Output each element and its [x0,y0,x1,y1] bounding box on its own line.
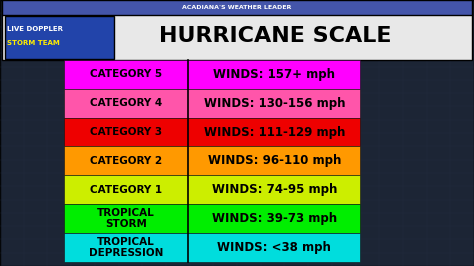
Text: HURRICANE SCALE: HURRICANE SCALE [159,26,391,46]
FancyBboxPatch shape [64,89,360,118]
Text: TROPICAL
STORM: TROPICAL STORM [97,208,155,229]
FancyBboxPatch shape [64,175,360,204]
Text: WINDS: 130-156 mph: WINDS: 130-156 mph [203,97,345,110]
Text: ACADIANA'S WEATHER LEADER: ACADIANA'S WEATHER LEADER [182,5,292,10]
Text: CATEGORY 4: CATEGORY 4 [90,98,162,108]
Text: WINDS: 39-73 mph: WINDS: 39-73 mph [212,212,337,225]
FancyBboxPatch shape [64,233,360,262]
FancyBboxPatch shape [64,204,360,233]
Text: CATEGORY 5: CATEGORY 5 [90,69,162,79]
Text: CATEGORY 1: CATEGORY 1 [90,185,162,195]
Text: CATEGORY 3: CATEGORY 3 [90,127,162,137]
Text: CATEGORY 2: CATEGORY 2 [90,156,162,166]
FancyBboxPatch shape [64,147,360,175]
Text: WINDS: 74-95 mph: WINDS: 74-95 mph [211,183,337,196]
Text: LIVE DOPPLER: LIVE DOPPLER [7,26,63,32]
Text: WINDS: 96-110 mph: WINDS: 96-110 mph [208,155,341,167]
Text: WINDS: <38 mph: WINDS: <38 mph [218,241,331,254]
FancyBboxPatch shape [2,0,472,15]
Text: TROPICAL
DEPRESSION: TROPICAL DEPRESSION [89,237,164,258]
FancyBboxPatch shape [64,60,360,89]
FancyBboxPatch shape [64,118,360,147]
Text: WINDS: 157+ mph: WINDS: 157+ mph [213,68,335,81]
FancyBboxPatch shape [5,16,114,59]
FancyBboxPatch shape [2,0,472,60]
Text: STORM TEAM: STORM TEAM [7,40,60,45]
Text: WINDS: 111-129 mph: WINDS: 111-129 mph [204,126,345,139]
